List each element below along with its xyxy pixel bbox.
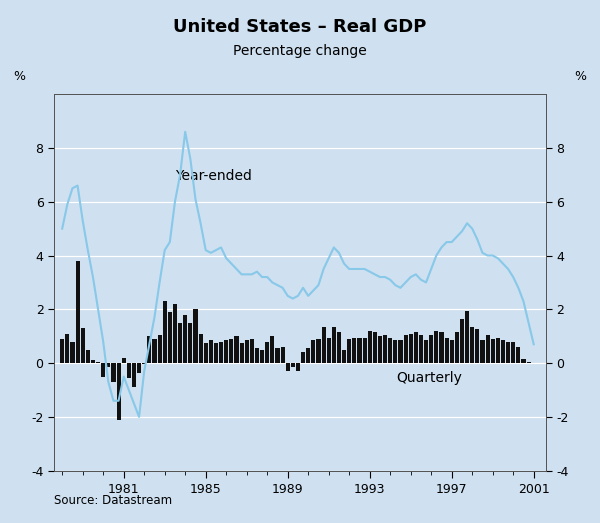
- Bar: [147, 336, 151, 363]
- Bar: [127, 363, 131, 378]
- Bar: [275, 348, 280, 363]
- Bar: [132, 363, 136, 388]
- Bar: [219, 342, 223, 363]
- Bar: [245, 340, 249, 363]
- Bar: [455, 332, 459, 363]
- Bar: [80, 328, 85, 363]
- Bar: [445, 337, 449, 363]
- Bar: [521, 359, 526, 363]
- Bar: [199, 334, 203, 363]
- Bar: [301, 353, 305, 363]
- Bar: [101, 363, 105, 377]
- Bar: [485, 335, 490, 363]
- Bar: [383, 335, 387, 363]
- Bar: [142, 363, 146, 365]
- Bar: [250, 339, 254, 363]
- Bar: [409, 334, 413, 363]
- Bar: [362, 337, 367, 363]
- Bar: [496, 337, 500, 363]
- Bar: [70, 342, 74, 363]
- Bar: [511, 342, 515, 363]
- Bar: [188, 323, 193, 363]
- Bar: [291, 363, 295, 367]
- Bar: [470, 327, 474, 363]
- Bar: [122, 358, 126, 363]
- Bar: [434, 331, 439, 363]
- Text: Source: Datastream: Source: Datastream: [54, 494, 172, 507]
- Bar: [481, 340, 485, 363]
- Bar: [373, 332, 377, 363]
- Text: %: %: [574, 70, 586, 83]
- Bar: [393, 340, 397, 363]
- Bar: [424, 340, 428, 363]
- Bar: [296, 363, 300, 371]
- Bar: [96, 362, 100, 363]
- Bar: [91, 360, 95, 363]
- Bar: [460, 319, 464, 363]
- Bar: [501, 340, 505, 363]
- Bar: [322, 327, 326, 363]
- Bar: [203, 343, 208, 363]
- Bar: [358, 337, 362, 363]
- Bar: [168, 312, 172, 363]
- Bar: [429, 335, 433, 363]
- Bar: [260, 350, 264, 363]
- Bar: [475, 329, 479, 363]
- Bar: [337, 332, 341, 363]
- Bar: [342, 350, 346, 363]
- Bar: [414, 332, 418, 363]
- Bar: [255, 348, 259, 363]
- Bar: [316, 339, 320, 363]
- Bar: [106, 363, 110, 367]
- Bar: [388, 337, 392, 363]
- Bar: [178, 323, 182, 363]
- Bar: [347, 339, 351, 363]
- Bar: [332, 327, 336, 363]
- Bar: [239, 343, 244, 363]
- Bar: [439, 332, 443, 363]
- Text: Percentage change: Percentage change: [233, 44, 367, 59]
- Bar: [116, 363, 121, 419]
- Bar: [76, 261, 80, 363]
- Bar: [173, 304, 177, 363]
- Bar: [326, 337, 331, 363]
- Bar: [183, 315, 187, 363]
- Bar: [368, 331, 372, 363]
- Bar: [235, 336, 239, 363]
- Bar: [281, 347, 284, 363]
- Bar: [214, 343, 218, 363]
- Bar: [158, 335, 161, 363]
- Bar: [193, 309, 197, 363]
- Bar: [506, 342, 510, 363]
- Bar: [306, 348, 310, 363]
- Bar: [60, 339, 64, 363]
- Text: United States – Real GDP: United States – Real GDP: [173, 18, 427, 36]
- Bar: [152, 339, 157, 363]
- Bar: [419, 335, 423, 363]
- Bar: [491, 339, 495, 363]
- Bar: [265, 342, 269, 363]
- Bar: [65, 334, 70, 363]
- Bar: [163, 301, 167, 363]
- Bar: [112, 363, 116, 382]
- Bar: [270, 336, 274, 363]
- Bar: [86, 350, 90, 363]
- Bar: [378, 336, 382, 363]
- Bar: [224, 340, 228, 363]
- Bar: [137, 363, 141, 372]
- Bar: [398, 340, 403, 363]
- Bar: [286, 363, 290, 371]
- Text: Quarterly: Quarterly: [397, 371, 462, 385]
- Bar: [209, 340, 213, 363]
- Bar: [527, 362, 530, 363]
- Text: Year-ended: Year-ended: [175, 169, 252, 183]
- Bar: [404, 335, 407, 363]
- Text: %: %: [14, 70, 26, 83]
- Bar: [465, 311, 469, 363]
- Bar: [229, 339, 233, 363]
- Bar: [352, 337, 356, 363]
- Bar: [449, 340, 454, 363]
- Bar: [311, 340, 316, 363]
- Bar: [516, 347, 520, 363]
